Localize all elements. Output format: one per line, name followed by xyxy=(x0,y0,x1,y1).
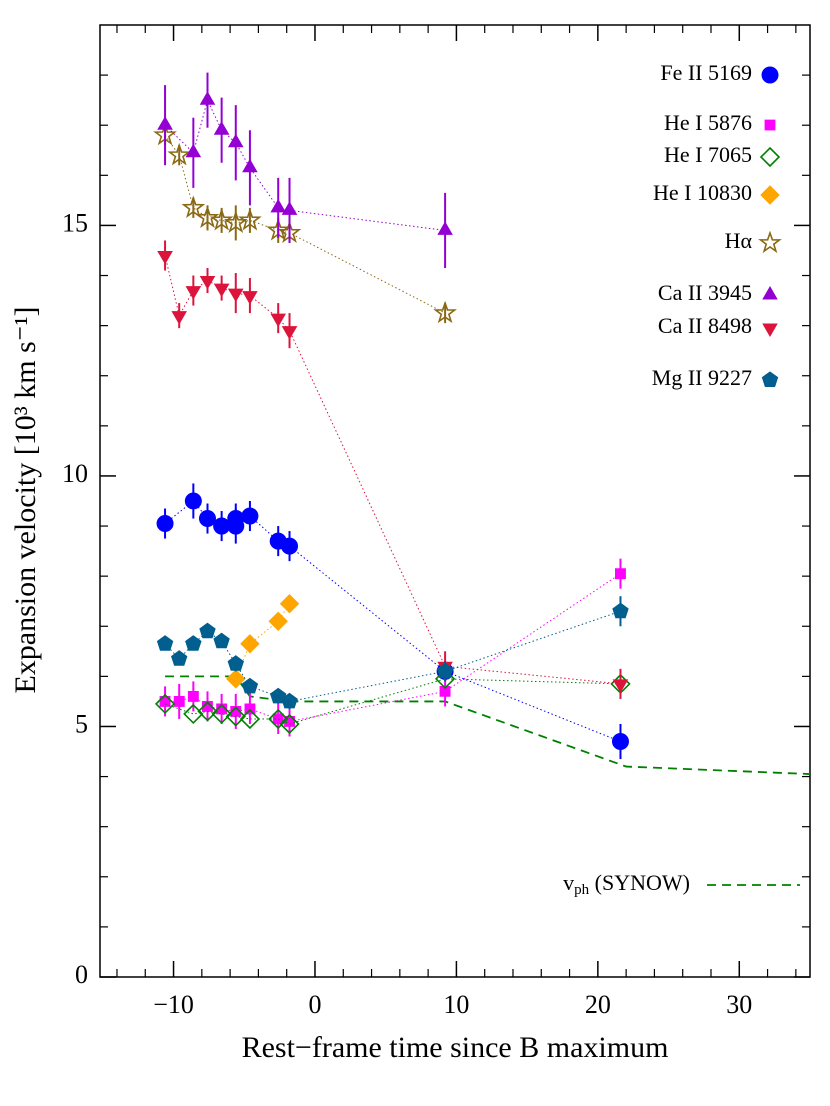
legend-marker xyxy=(761,371,779,387)
data-point xyxy=(213,632,230,649)
legend-marker xyxy=(759,146,781,168)
model-legend-label: vph (SYNOW) xyxy=(563,870,690,898)
data-point xyxy=(197,701,218,722)
data-point xyxy=(213,121,230,135)
x-tick-label: 30 xyxy=(726,990,752,1019)
model-line xyxy=(165,675,811,775)
data-point xyxy=(211,703,232,725)
data-point xyxy=(241,507,259,525)
connector-line xyxy=(164,610,621,702)
data-point xyxy=(154,693,176,715)
data-point xyxy=(241,677,259,694)
model-label-main: v xyxy=(563,870,574,895)
y-tick-label: 5 xyxy=(75,709,88,738)
data-point xyxy=(240,634,260,654)
data-point xyxy=(156,515,174,532)
data-point xyxy=(437,221,453,235)
model-label-rest: (SYNOW) xyxy=(589,870,690,895)
data-point xyxy=(213,517,231,535)
legend-label: He I 7065 xyxy=(664,142,752,167)
data-point xyxy=(173,696,185,707)
data-point xyxy=(227,133,244,148)
data-point xyxy=(268,708,289,730)
data-point xyxy=(227,655,244,671)
data-point xyxy=(213,283,230,298)
legend-label: Ca II 8498 xyxy=(658,313,752,338)
data-point xyxy=(226,669,246,689)
data-point xyxy=(157,116,173,130)
data-point xyxy=(281,537,299,555)
x-tick-label: −10 xyxy=(153,990,194,1019)
legend-marker xyxy=(762,323,778,338)
legend-label: He I 10830 xyxy=(653,180,752,205)
data-point xyxy=(281,692,298,709)
y-tick-label: 0 xyxy=(75,960,88,989)
data-point xyxy=(171,311,187,325)
data-point xyxy=(239,708,261,730)
data-point xyxy=(171,650,188,666)
data-point xyxy=(436,662,454,679)
data-point xyxy=(209,207,234,231)
legend-marker xyxy=(758,230,782,254)
data-point xyxy=(268,611,288,632)
data-point xyxy=(270,198,286,213)
y-axis-label: Expansion velocity [10³ km s⁻¹] xyxy=(9,306,42,693)
data-point xyxy=(612,679,629,693)
legend-marker xyxy=(761,66,779,84)
data-point xyxy=(227,517,245,535)
legend-label: Ca II 3945 xyxy=(658,280,752,305)
data-point xyxy=(242,291,258,305)
connector-line xyxy=(165,573,621,722)
data-point xyxy=(187,691,199,702)
data-point xyxy=(270,313,286,328)
data-point xyxy=(281,201,298,215)
legend-marker xyxy=(764,119,776,131)
legend-label: Mg II 9227 xyxy=(652,365,752,390)
data-point xyxy=(184,492,202,510)
data-point xyxy=(615,568,626,580)
data-point xyxy=(279,593,300,614)
legend-marker xyxy=(760,185,780,205)
data-point xyxy=(242,158,258,173)
data-point xyxy=(281,326,298,340)
data-point xyxy=(167,142,192,166)
data-point xyxy=(225,706,246,727)
data-point xyxy=(199,91,216,105)
plot-frame xyxy=(99,24,811,978)
data-point xyxy=(181,195,206,218)
x-tick-label: 10 xyxy=(443,990,469,1019)
data-point xyxy=(611,733,629,750)
legend-label: Hα xyxy=(725,228,753,253)
data-point xyxy=(199,276,216,290)
connector-line xyxy=(164,500,621,742)
data-point xyxy=(185,635,202,651)
connector-line xyxy=(164,255,621,685)
data-point xyxy=(156,635,174,651)
legend-marker xyxy=(762,285,778,300)
y-tick-label: 10 xyxy=(62,459,88,488)
x-tick-label: 20 xyxy=(585,990,611,1019)
data-point xyxy=(433,300,457,324)
data-point xyxy=(185,286,202,300)
data-point xyxy=(157,251,173,265)
data-point xyxy=(195,205,220,228)
legend-label: He I 5876 xyxy=(664,110,752,135)
data-point xyxy=(434,668,456,690)
connector-line xyxy=(235,603,290,680)
data-point xyxy=(185,143,202,158)
model-label-sub: ph xyxy=(574,882,590,898)
data-point xyxy=(199,622,216,639)
data-point xyxy=(198,510,216,527)
legend-label: Fe II 5169 xyxy=(660,60,752,85)
data-point xyxy=(612,602,629,619)
x-tick-label: 0 xyxy=(308,990,321,1019)
data-point xyxy=(227,288,244,303)
x-axis-label: Rest−frame time since B maximum xyxy=(242,1031,669,1064)
data-point xyxy=(238,207,262,231)
y-tick-label: 15 xyxy=(62,208,88,237)
data-point xyxy=(279,713,300,735)
